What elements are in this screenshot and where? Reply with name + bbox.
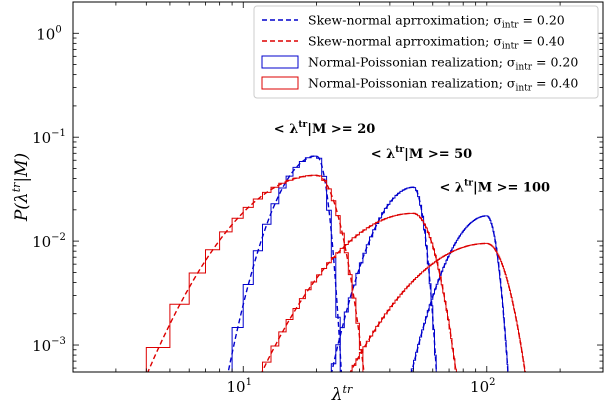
legend-label-np020: Normal-Poissonian realization; σintr = 0…: [308, 55, 578, 73]
legend: Skew-normal aprroximation; σintr = 0.20 S…: [253, 5, 599, 99]
legend-label-sk040: Skew-normal aprroximation; σintr = 0.40: [308, 34, 565, 52]
annotations: < λtr|M >= 20 < λtr|M >= 50 < λtr|M >= 100: [274, 120, 550, 196]
curve-sk040-mean-50: [261, 212, 457, 372]
y-axis-label: P(λtr|M): [10, 153, 32, 222]
legend-label-np040: Normal-Poissonian realization; σintr = 0…: [308, 76, 578, 94]
y-tick-label: 10−2: [32, 232, 66, 251]
y-tick-label: 10−1: [32, 128, 66, 147]
axis-labels: 101 102 10−3 10−2 10−1 100 λtr P(λtr|M): [10, 24, 496, 405]
legend-box: [253, 5, 599, 99]
histogram-np020-mean-50: [330, 186, 437, 372]
plot-frame: [72, 1, 604, 373]
annotation-mean-20: < λtr|M >= 20: [274, 120, 376, 137]
curve-sk020-mean-20: [227, 155, 343, 372]
histogram-np040-mean-50: [262, 212, 457, 372]
annotation-mean-100: < λtr|M >= 100: [440, 179, 551, 196]
legend-swatch-np040: [261, 76, 299, 90]
y-tick-label: 10−3: [32, 336, 66, 355]
histogram-np040-mean-20: [145, 174, 364, 372]
x-tick-label: 101: [227, 377, 252, 396]
curve-sk020-mean-50: [331, 186, 438, 372]
curve-sk040-mean-100: [349, 242, 526, 372]
x-axis-label: λtr: [331, 383, 353, 405]
axis-ticks: [72, 1, 604, 372]
x-tick-label: 102: [470, 377, 495, 396]
y-tick-label: 100: [36, 24, 61, 43]
legend-swatch-np020: [261, 55, 299, 69]
annotation-mean-50: < λtr|M >= 50: [371, 145, 473, 162]
plot-curves: [145, 155, 526, 372]
legend-label-sk020: Skew-normal aprroximation; σintr = 0.20: [308, 13, 565, 31]
curve-sk020-mean-100: [410, 215, 509, 372]
